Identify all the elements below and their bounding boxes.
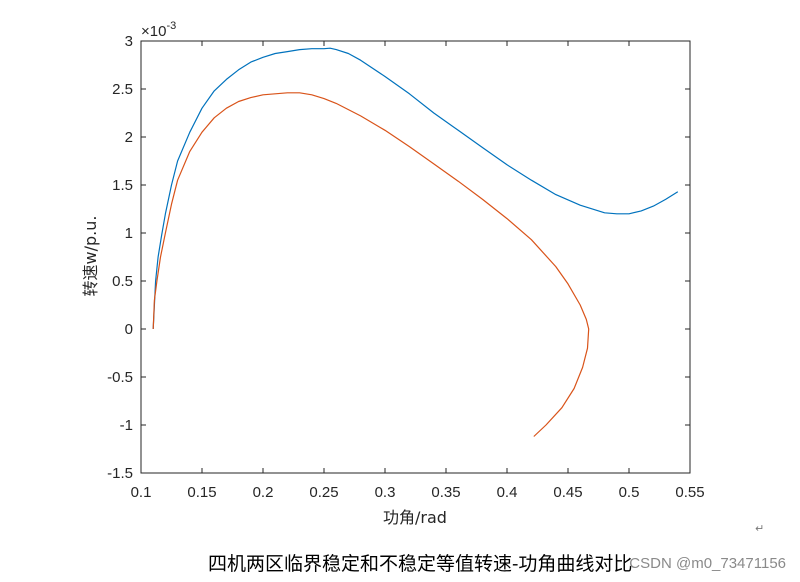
y-tick-label: 1.5 bbox=[112, 177, 133, 194]
y-tick-label: 1 bbox=[125, 225, 133, 242]
x-tick-label: 0.4 bbox=[497, 484, 518, 501]
x-tick-label: 0.3 bbox=[375, 484, 396, 501]
y-tick-label: 0 bbox=[125, 321, 133, 338]
figure-caption: 四机两区临界稳定和不稳定等值转速-功角曲线对比 bbox=[208, 553, 633, 575]
x-tick-label: 0.25 bbox=[309, 484, 338, 501]
y-axis-label: 转速w/p.u. bbox=[81, 216, 100, 297]
series-group bbox=[152, 47, 679, 437]
x-axis-label: 功角/rad bbox=[383, 508, 447, 527]
x-tick-label: 0.2 bbox=[253, 484, 274, 501]
axis-ticks: 0.1 0.15 0.2 0.25 0.3 0.35 0.4 0.45 0.5 0.55 -1.5 -… bbox=[107, 33, 704, 501]
plot-area bbox=[140, 40, 691, 474]
plot-frame bbox=[140, 40, 691, 474]
y-tick-label: -1.5 bbox=[107, 465, 133, 482]
axis-exponent-base: ×10 bbox=[141, 23, 166, 40]
watermark: CSDN @m0_73471156 bbox=[629, 555, 786, 572]
y-tick-label: 2.5 bbox=[112, 81, 133, 98]
y-tick-label: -0.5 bbox=[107, 369, 133, 386]
y-tick-label: 0.5 bbox=[112, 273, 133, 290]
y-tick-label: 2 bbox=[125, 129, 133, 146]
x-tick-label: 0.35 bbox=[431, 484, 460, 501]
paragraph-return-mark: ↵ bbox=[755, 522, 765, 535]
x-tick-label: 0.1 bbox=[131, 484, 152, 501]
y-tick-label: 3 bbox=[125, 33, 133, 50]
axis-exponent-power: -3 bbox=[166, 20, 176, 32]
series-line-2 bbox=[152, 92, 590, 437]
series-line-1 bbox=[152, 47, 679, 330]
y-tick-label: -1 bbox=[120, 417, 133, 434]
x-tick-label: 0.15 bbox=[187, 484, 216, 501]
x-tick-label: 0.5 bbox=[619, 484, 640, 501]
x-tick-label: 0.55 bbox=[675, 484, 704, 501]
axis-exponent: ×10-3 bbox=[141, 20, 176, 40]
x-tick-label: 0.45 bbox=[553, 484, 582, 501]
